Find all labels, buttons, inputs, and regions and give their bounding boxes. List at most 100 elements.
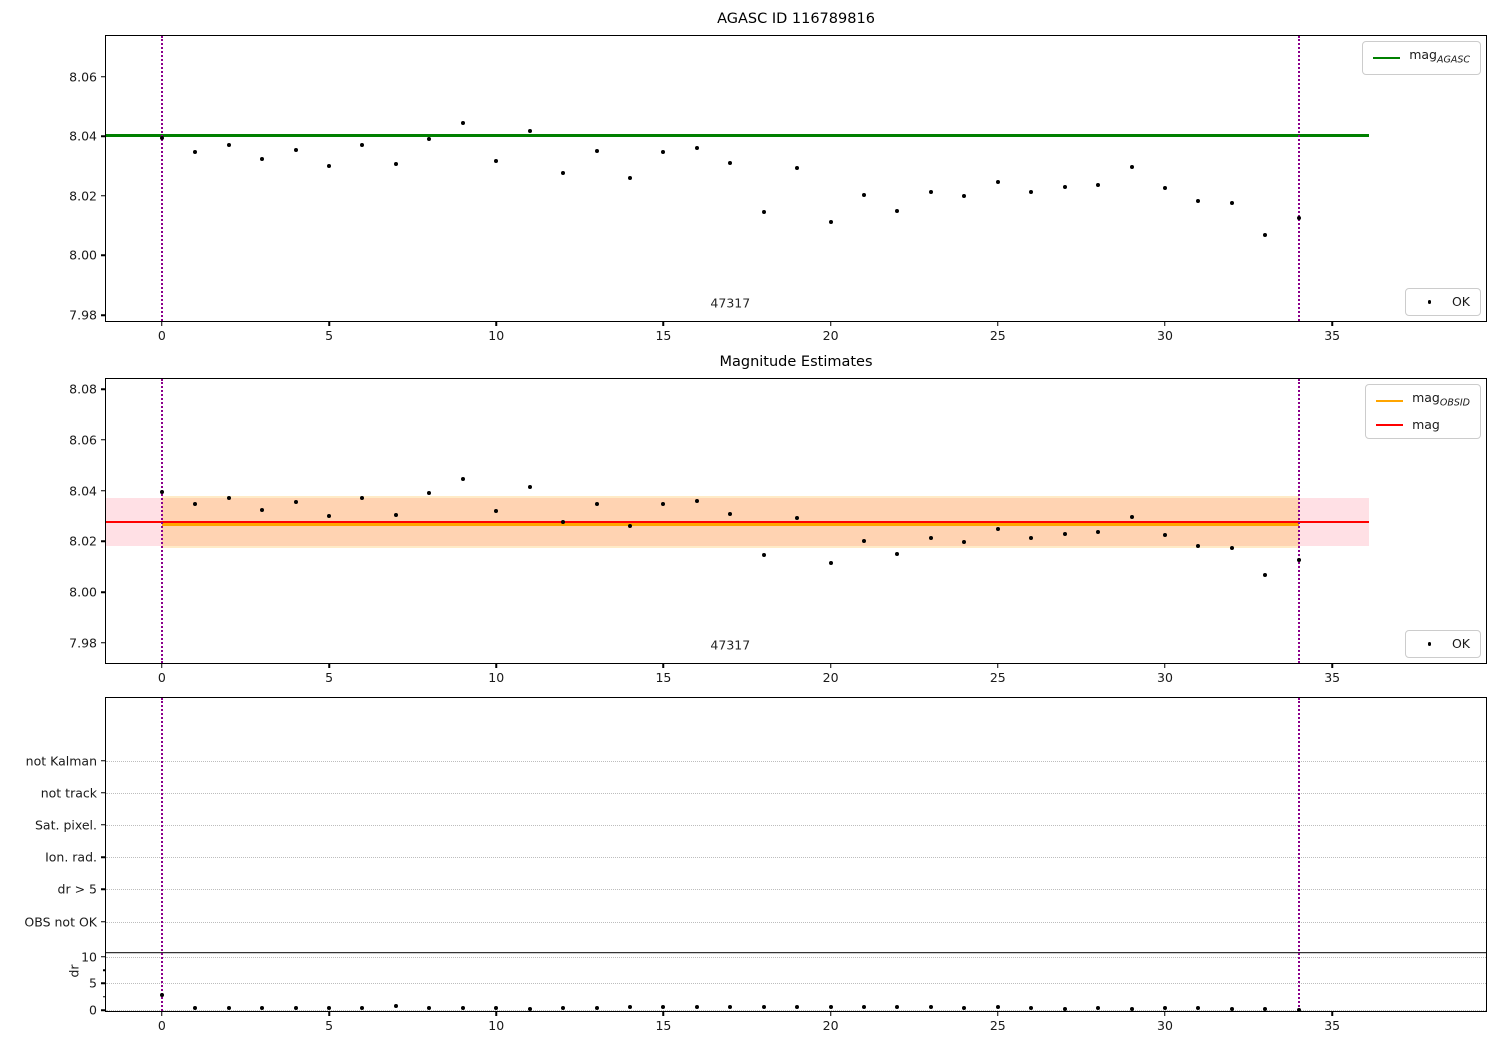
- scatter-point: [862, 538, 867, 543]
- scatter-point: [895, 208, 900, 213]
- scatter-point: [1162, 186, 1167, 191]
- y-tick-mark: [101, 314, 106, 316]
- scatter-point: [1263, 233, 1268, 238]
- scatter-point: [995, 179, 1000, 184]
- legend-label: OK: [1452, 636, 1470, 652]
- x-tick-mark: [829, 663, 832, 668]
- scatter-point: [494, 158, 499, 163]
- scatter-point: [260, 1005, 265, 1010]
- scatter-point: [494, 509, 499, 514]
- obsid-boundary-vline: [1297, 379, 1300, 663]
- scatter-point: [928, 535, 933, 540]
- x-tick-mark: [161, 321, 163, 326]
- panel-flags-dr: not Kalman not track Sat. pixel. Ion. rad. d…: [24, 697, 1487, 1033]
- legend: OK: [1404, 288, 1481, 316]
- scatter-point: [928, 1005, 933, 1010]
- scatter-point: [427, 490, 432, 495]
- y-tick-mark: [101, 591, 106, 593]
- scatter-point: [728, 511, 733, 516]
- scatter-point: [460, 477, 465, 482]
- scatter-point: [1296, 216, 1301, 221]
- dr-axis-label: dr: [66, 964, 82, 978]
- plot-area: not Kalman not track Sat. pixel. Ion. rad. d…: [24, 697, 1487, 1033]
- x-tick-label: 0: [157, 670, 166, 685]
- y-tick-label: 8.06: [69, 69, 97, 85]
- flag-gridline: [106, 824, 1486, 826]
- legend-label-text: mag: [1412, 416, 1440, 432]
- x-tick-label: 15: [655, 328, 672, 343]
- obsid-boundary-vline: [1297, 36, 1300, 321]
- scatter-point: [1062, 185, 1067, 190]
- legend-label: magAGASC: [1409, 47, 1470, 69]
- scatter-point: [1296, 1007, 1301, 1012]
- x-tick-label: 0: [157, 1018, 166, 1033]
- dr-tick-mark: [101, 982, 106, 985]
- scatter-point: [1096, 530, 1101, 535]
- scatter-point: [694, 1004, 699, 1009]
- y-tick-label: 8.00: [69, 584, 97, 600]
- dr-minor-tick-mark: [103, 996, 106, 998]
- dr-tick-label: 5: [89, 975, 97, 991]
- scatter-point: [1129, 165, 1134, 170]
- dr-gridline: [106, 1010, 1486, 1012]
- legend: magOBSID mag: [1365, 384, 1481, 439]
- scatter-point: [694, 146, 699, 151]
- scatter-point: [895, 551, 900, 556]
- scatter-point: [393, 1003, 398, 1008]
- x-tick-label: 20: [822, 670, 839, 685]
- x-tick-label: 10: [488, 670, 505, 685]
- scatter-point: [1229, 1006, 1234, 1011]
- scatter-point: [795, 1005, 800, 1010]
- scatter-point: [393, 512, 398, 517]
- x-tick-mark: [997, 1011, 999, 1016]
- scatter-point: [360, 495, 365, 500]
- panel-magnitude-estimates: Magnitude Estimates 47317 0 5 10 15 20 25 30 35 8…: [69, 354, 1487, 685]
- y-tick-mark: [101, 641, 106, 644]
- scatter-point: [962, 1005, 967, 1010]
- obsid-boundary-vline: [160, 36, 163, 321]
- x-tick-label: 5: [325, 1018, 334, 1033]
- dr-gridline: [106, 956, 1486, 958]
- y-tick-label: 8.00: [69, 247, 97, 263]
- scatter-point: [962, 539, 967, 544]
- y-tick-mark: [101, 540, 106, 543]
- flag-label: not track: [40, 785, 97, 801]
- legend-item: OK: [1416, 294, 1470, 310]
- mag-obsid-line: [161, 522, 1299, 526]
- obsid-annotation: 47317: [710, 295, 751, 311]
- x-tick-mark: [1331, 321, 1333, 326]
- scatter-point: [1162, 532, 1167, 537]
- scatter-point: [327, 163, 332, 168]
- dr-minor-tick-mark: [103, 969, 106, 971]
- scatter-point: [226, 1006, 231, 1011]
- x-tick-mark: [161, 663, 163, 668]
- x-tick-label: 10: [488, 328, 505, 343]
- plot-area: 47317 0 5 10 15 20 25 30 35 8.08 8.06 8.04 8.02 8.00 7…: [69, 378, 1487, 685]
- legend-label-text: OK: [1451, 294, 1470, 309]
- x-tick-mark: [495, 1011, 497, 1016]
- mag-line: [106, 520, 1369, 524]
- legend: magAGASC: [1362, 41, 1481, 75]
- scatter-point: [895, 1005, 900, 1010]
- x-tick-label: 10: [488, 1018, 505, 1033]
- legend-item: mag: [1376, 417, 1470, 433]
- scatter-point: [561, 520, 566, 524]
- scatter-point: [193, 501, 198, 506]
- x-tick-mark: [662, 321, 665, 326]
- dr-gridline: [106, 983, 1486, 985]
- x-tick-label: 20: [822, 1018, 839, 1033]
- y-tick-label: 8.02: [69, 533, 97, 549]
- scatter-point: [193, 149, 198, 154]
- scatter-point: [561, 1006, 566, 1011]
- scatter-point: [159, 135, 164, 140]
- legend-label: OK: [1452, 294, 1470, 310]
- x-tick-mark: [495, 663, 497, 668]
- legend-item: magOBSID: [1376, 390, 1470, 412]
- scatter-point: [1129, 1006, 1134, 1011]
- flag-gridline: [106, 921, 1486, 923]
- scatter-point: [1196, 543, 1201, 548]
- scatter-point: [862, 192, 867, 197]
- obsid-annotation: 47317: [710, 637, 751, 653]
- legend-label: magOBSID: [1412, 390, 1470, 412]
- flag-label: OBS not OK: [24, 914, 97, 930]
